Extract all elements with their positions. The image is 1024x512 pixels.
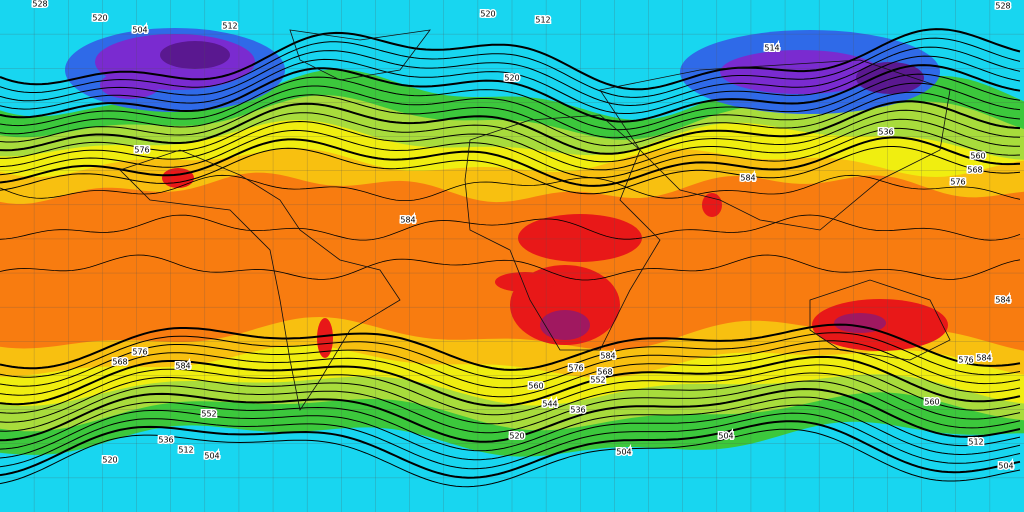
anomaly-areas bbox=[65, 28, 948, 358]
contour-label: 568 bbox=[112, 358, 127, 367]
contour-label: 552 bbox=[590, 376, 605, 385]
contour-label: 504 bbox=[718, 432, 733, 441]
contour bbox=[0, 355, 1021, 407]
contour-label: 536 bbox=[158, 436, 173, 445]
contour bbox=[0, 428, 1021, 488]
contour bbox=[0, 214, 1021, 241]
contour bbox=[0, 396, 1021, 452]
contour bbox=[0, 100, 1021, 155]
contour-label: 560 bbox=[528, 382, 543, 391]
contour bbox=[0, 46, 1021, 107]
contour bbox=[0, 73, 1021, 131]
contour-label: 520 bbox=[92, 14, 107, 23]
contour-label: 514 bbox=[764, 44, 779, 53]
contour bbox=[0, 174, 1021, 201]
contour-label: 536 bbox=[570, 406, 585, 415]
contour bbox=[0, 323, 1021, 371]
contour-label: 512 bbox=[178, 446, 193, 455]
contour-label: 536 bbox=[878, 128, 893, 137]
contour-label: 520 bbox=[480, 10, 495, 19]
contour-label: 528 bbox=[32, 0, 47, 9]
contour-label: 520 bbox=[102, 456, 117, 465]
contour-label: 576 bbox=[132, 348, 147, 357]
contour-label: 576 bbox=[950, 178, 965, 187]
contour bbox=[0, 127, 1021, 179]
contour bbox=[0, 109, 1021, 163]
contour bbox=[0, 64, 1021, 123]
contour-label: 584 bbox=[740, 174, 755, 183]
contour-label: 520 bbox=[509, 432, 524, 441]
contour-label: 504 bbox=[132, 26, 147, 35]
coastlines bbox=[119, 29, 951, 412]
contour bbox=[0, 146, 1021, 195]
contour-label: 512 bbox=[968, 438, 983, 447]
contour bbox=[0, 387, 1021, 443]
contour-label: 584 bbox=[400, 216, 415, 225]
contour-label: 504 bbox=[616, 448, 631, 457]
contour-label: 584 bbox=[995, 296, 1010, 305]
contour-label: 504 bbox=[998, 462, 1013, 471]
height-contours bbox=[0, 28, 1021, 488]
contour-label: 576 bbox=[568, 364, 583, 373]
contour bbox=[0, 372, 1021, 425]
contour bbox=[0, 55, 1021, 114]
contour-label: 584 bbox=[976, 354, 991, 363]
contour-label: 560 bbox=[970, 152, 985, 161]
contour-label: 512 bbox=[222, 22, 237, 31]
contour bbox=[0, 412, 1021, 470]
contour bbox=[0, 91, 1021, 147]
contour-label: 584 bbox=[175, 362, 190, 371]
contour bbox=[0, 37, 1021, 98]
contour-label: 576 bbox=[134, 146, 149, 155]
contour bbox=[0, 380, 1021, 434]
contour-label: 560 bbox=[924, 398, 939, 407]
contour bbox=[0, 136, 1021, 187]
contour bbox=[0, 364, 1021, 416]
contour-label: 504 bbox=[204, 452, 219, 461]
contour-label: 512 bbox=[535, 16, 550, 25]
contour bbox=[0, 118, 1020, 171]
contour bbox=[0, 82, 1021, 139]
contour-label: 544 bbox=[542, 400, 557, 409]
contour-label: 528 bbox=[995, 2, 1010, 11]
contour bbox=[0, 404, 1021, 461]
contour bbox=[0, 340, 1021, 389]
contour-label: 584 bbox=[600, 352, 615, 361]
contour-label: 520 bbox=[504, 74, 519, 83]
contour bbox=[0, 254, 1021, 281]
contour-label: 576 bbox=[958, 356, 973, 365]
contour bbox=[0, 420, 1021, 479]
contour bbox=[0, 332, 1021, 380]
contour-label: 568 bbox=[597, 368, 612, 377]
contour-label: 552 bbox=[201, 410, 216, 419]
contour-label: 568 bbox=[967, 166, 982, 175]
